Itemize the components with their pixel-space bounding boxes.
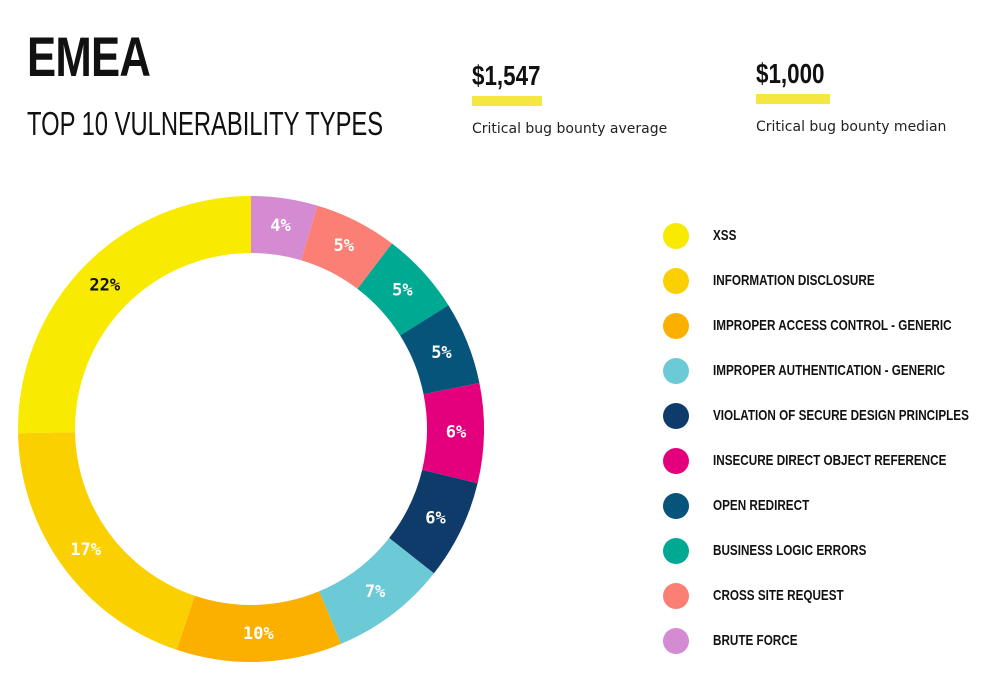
stat-average-underline	[472, 96, 542, 106]
slice-insecure-direct-object-reference	[422, 383, 485, 484]
legend-label: INFORMATION DISCLOSURE	[713, 272, 875, 289]
legend-swatch-icon	[663, 582, 689, 609]
legend-swatch-icon	[663, 357, 689, 384]
chart-legend: XSS INFORMATION DISCLOSURE IMPROPER ACCESS…	[663, 213, 990, 663]
legend-swatch-icon	[663, 222, 689, 249]
legend-label: VIOLATION OF SECURE DESIGN PRINCIPLES	[713, 407, 969, 424]
donut-chart: 4% 5% 5% 5% 6% 6% 7% 10% 17% 22%	[18, 196, 485, 662]
stat-average-caption: Critical bug bounty average	[472, 121, 668, 137]
slice-business-logic-errors	[357, 243, 449, 336]
legend-label: BUSINESS LOGIC ERRORS	[713, 542, 867, 559]
stat-median-caption: Critical bug bounty median	[756, 119, 947, 135]
chart-subtitle: TOP 10 VULNERABILITY TYPES	[27, 105, 384, 142]
slice-label-information-disclosure: 17%	[70, 540, 101, 560]
slice-label-cross-site-request: 5%	[333, 236, 354, 256]
stat-median-value: $1,000	[756, 58, 825, 89]
slice-label-improper-access-control-generic: 10%	[243, 624, 274, 644]
slice-label-brute-force: 4%	[270, 216, 291, 236]
slice-label-insecure-direct-object-reference: 6%	[446, 423, 467, 443]
stat-median-underline	[756, 94, 830, 104]
legend-swatch-icon	[663, 627, 689, 654]
legend-swatch-icon	[663, 447, 689, 474]
stat-median: $1,000 Critical bug bounty median	[756, 58, 946, 136]
legend-swatch-icon	[663, 537, 689, 564]
legend-label: XSS	[713, 227, 737, 244]
legend-swatch-icon	[663, 312, 689, 339]
legend-swatch-icon	[663, 402, 689, 429]
slice-violation-of-secure-design-principles	[389, 469, 478, 574]
legend-item-violation-of-secure-design-principles: VIOLATION OF SECURE DESIGN PRINCIPLES	[663, 393, 990, 438]
legend-item-brute-force: BRUTE FORCE	[663, 618, 990, 663]
legend-label: IMPROPER ACCESS CONTROL - GENERIC	[713, 317, 952, 334]
legend-item-open-redirect: OPEN REDIRECT	[663, 483, 990, 528]
legend-label: OPEN REDIRECT	[713, 497, 810, 514]
legend-item-insecure-direct-object-reference: INSECURE DIRECT OBJECT REFERENCE	[663, 438, 990, 483]
legend-item-cross-site-request: CROSS SITE REQUEST	[663, 573, 990, 618]
legend-swatch-icon	[663, 267, 689, 294]
legend-label: IMPROPER AUTHENTICATION - GENERIC	[713, 362, 946, 379]
stat-average: $1,547 Critical bug bounty average	[472, 60, 667, 138]
legend-label: INSECURE DIRECT OBJECT REFERENCE	[713, 452, 947, 469]
legend-item-information-disclosure: INFORMATION DISCLOSURE	[663, 258, 990, 303]
stat-average-value: $1,547	[472, 60, 541, 91]
slice-label-business-logic-errors: 5%	[392, 281, 413, 301]
slice-improper-access-control-generic	[176, 591, 342, 662]
legend-swatch-icon	[663, 492, 689, 519]
slice-open-redirect	[400, 305, 480, 395]
legend-item-improper-authentication-generic: IMPROPER AUTHENTICATION - GENERIC	[663, 348, 990, 393]
slice-cross-site-request	[301, 205, 393, 289]
slice-label-improper-authentication-generic: 7%	[365, 582, 386, 602]
slice-information-disclosure	[18, 432, 195, 650]
slice-xss	[18, 196, 252, 434]
legend-item-improper-access-control-generic: IMPROPER ACCESS CONTROL - GENERIC	[663, 303, 990, 348]
legend-label: CROSS SITE REQUEST	[713, 587, 844, 604]
slice-brute-force	[251, 196, 318, 261]
legend-item-business-logic-errors: BUSINESS LOGIC ERRORS	[663, 528, 990, 573]
slice-label-xss: 22%	[89, 275, 120, 295]
legend-item-xss: XSS	[663, 213, 990, 258]
slice-label-violation-of-secure-design-principles: 6%	[425, 508, 446, 528]
slice-label-open-redirect: 5%	[431, 343, 452, 363]
legend-label: BRUTE FORCE	[713, 632, 798, 649]
slice-improper-authentication-generic	[319, 538, 434, 644]
page-title: EMEA	[27, 25, 151, 88]
